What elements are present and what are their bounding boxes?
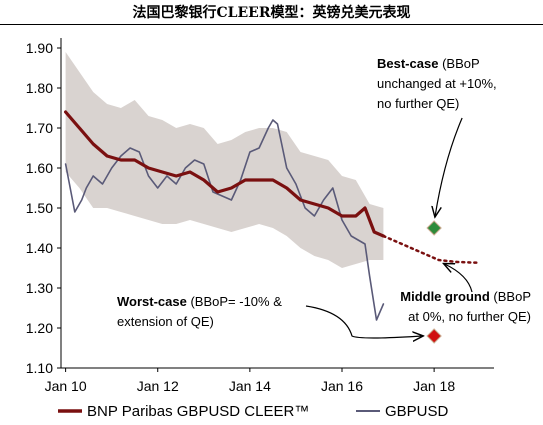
- best-case-annotation-text: unchanged at +10%,: [377, 76, 497, 91]
- y-tick-label: 1.80: [26, 80, 53, 96]
- x-tick-label: Jan 10: [45, 378, 87, 394]
- worst-case-annotation-text: extension of QE): [117, 314, 214, 329]
- best-case-annotation-title: Best-case: [377, 56, 438, 71]
- y-tick-label: 1.50: [26, 200, 53, 216]
- x-tick-label: Jan 18: [413, 378, 455, 394]
- y-tick-label: 1.90: [26, 40, 53, 56]
- annotation-layer: Best-case (BBoP unchanged at +10%, no fu…: [117, 56, 531, 344]
- legend-label: BNP Paribas GBPUSD CLEER™: [87, 403, 309, 420]
- series-line-gbpusd: [64, 119, 385, 321]
- best-case-annotation-text: no further QE): [377, 96, 459, 111]
- best-case-annotation-line-1: Best-case (BBoP: [377, 56, 480, 71]
- worst-case-annotation-text: (BBoP= -10% &: [190, 294, 282, 309]
- best-case-annotation-line-2: unchanged at +10%,: [377, 76, 497, 91]
- legend-label: GBPUSD: [385, 403, 449, 420]
- middle-ground-annotation-text: (BBoP: [493, 289, 531, 304]
- series-layer: [63, 110, 482, 321]
- confidence-band-layer: [65, 52, 384, 268]
- best-case-annotation-line-3: no further QE): [377, 96, 459, 111]
- projection-dotted-line: [382, 234, 482, 265]
- worst-case-annotation-line-1: Worst-case (BBoP= -10% &: [117, 294, 282, 309]
- series-line-cleer: [63, 110, 385, 238]
- x-tick-label: Jan 16: [321, 378, 363, 394]
- worst-case-marker: [426, 328, 442, 344]
- worst-case-arrow: [305, 305, 422, 338]
- y-tick-label: 1.70: [26, 120, 53, 136]
- middle-ground-annotation-line-2: at 0%, no further QE): [408, 309, 531, 324]
- legend: BNP Paribas GBPUSD CLEER™ GBPUSD: [58, 403, 449, 420]
- y-tick-label: 1.20: [26, 320, 53, 336]
- middle-ground-annotation-text: at 0%, no further QE): [408, 309, 531, 324]
- middle-ground-annotation-title: Middle ground: [400, 289, 490, 304]
- title-divider: [0, 24, 543, 25]
- best-case-arrow: [435, 117, 463, 216]
- y-tick-label: 1.40: [26, 240, 53, 256]
- middle-ground-annotation-line-1: Middle ground (BBoP: [400, 289, 531, 304]
- y-tick-label: 1.10: [26, 360, 53, 376]
- y-tick-label: 1.60: [26, 160, 53, 176]
- best-case-marker: [426, 220, 442, 236]
- x-tick-label: Jan 12: [137, 378, 179, 394]
- best-case-annotation-text: (BBoP: [442, 56, 480, 71]
- y-tick-label: 1.30: [26, 280, 53, 296]
- confidence-band: [65, 52, 384, 268]
- middle-ground-arrow: [445, 264, 473, 293]
- axis-layer: 1.90 1.80 1.70 1.60 1.50 1.40 1.30 1.20 1.10 Jan …: [26, 38, 494, 394]
- worst-case-annotation-title: Worst-case: [117, 294, 187, 309]
- x-tick-label: Jan 14: [229, 378, 271, 394]
- worst-case-annotation-line-2: extension of QE): [117, 314, 214, 329]
- chart-title: 法国巴黎银行CLEER模型：英镑兑美元表现: [132, 5, 411, 21]
